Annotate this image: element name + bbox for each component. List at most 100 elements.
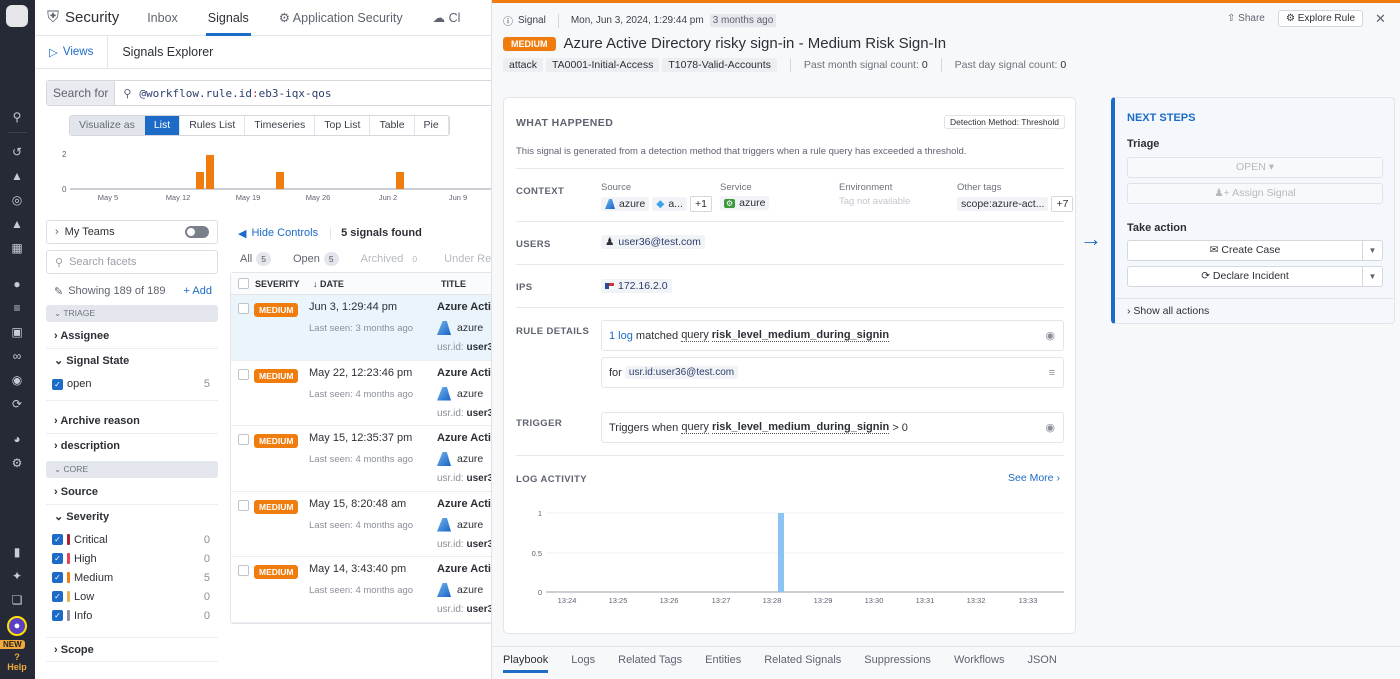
tab-inbox[interactable]: Inbox — [147, 10, 178, 25]
tag-chip[interactable]: T1078-Valid-Accounts — [662, 58, 777, 72]
hide-controls-button[interactable]: ◀ Hide Controls — [238, 227, 318, 240]
checkbox-checked[interactable]: ✓ — [52, 572, 63, 583]
tab-related-signals[interactable]: Related Signals — [764, 654, 842, 666]
add-facet-button[interactable]: + Add — [183, 285, 212, 297]
service-chip[interactable]: ⚙ azure — [720, 196, 770, 210]
signals-histogram[interactable]: 2 0 May 5 May 12 May 19 May 26 Jun 2 Jun… — [35, 140, 495, 210]
tab-signals[interactable]: Signals — [205, 0, 251, 36]
synthetics-icon[interactable]: ◕ — [13, 432, 21, 446]
row-checkbox[interactable] — [238, 434, 249, 445]
filter-chip[interactable]: usr.id:user36@test.com — [624, 366, 739, 379]
eye-icon[interactable]: ◉ — [1045, 330, 1055, 342]
tab-all[interactable]: All 5 — [240, 252, 271, 266]
infrastructure-icon[interactable]: ▦ — [11, 241, 23, 255]
assign-signal-button[interactable]: ♟+ Assign Signal — [1127, 183, 1383, 204]
viz-table-button[interactable]: Table — [370, 116, 415, 135]
ip-chip[interactable]: 172.16.2.0 — [601, 279, 672, 293]
declare-incident-button[interactable]: ⟳ Declare Incident ▼ — [1127, 266, 1383, 287]
integrations-icon[interactable]: ▮ — [13, 545, 21, 559]
col-severity[interactable]: SEVERITY — [255, 278, 300, 289]
my-teams-toggle[interactable] — [185, 226, 209, 238]
pipelines-icon[interactable]: ▣ — [11, 325, 23, 339]
caret-down-icon[interactable]: ▼ — [1362, 241, 1382, 260]
my-teams-filter[interactable]: › My Teams — [46, 220, 218, 244]
network-icon[interactable]: ∞ — [12, 349, 22, 363]
security-icon[interactable]: ◉ — [11, 373, 23, 387]
windows-icon[interactable]: ❏ — [11, 593, 23, 607]
status-dropdown[interactable]: OPEN ▾ — [1127, 157, 1383, 178]
select-all-checkbox[interactable] — [238, 278, 249, 289]
views-button[interactable]: ▷ Views — [35, 35, 109, 69]
viz-pie-button[interactable]: Pie — [415, 116, 449, 135]
checkbox-checked[interactable]: ✓ — [52, 610, 63, 621]
create-case-main[interactable]: ✉ Create Case — [1128, 241, 1362, 260]
tab-workflows[interactable]: Workflows — [953, 654, 1005, 666]
checkbox-checked[interactable]: ✓ — [52, 553, 63, 564]
severity-info[interactable]: ✓ Info 0 — [46, 606, 218, 625]
logs-link[interactable]: 1 log — [609, 329, 633, 342]
group-triage[interactable]: ⌄ TRIAGE — [46, 305, 218, 322]
datadog-logo-icon[interactable] — [6, 5, 28, 27]
viz-top-list-button[interactable]: Top List — [315, 116, 371, 135]
rum-icon[interactable]: ⟳ — [11, 397, 23, 411]
facet-archive-reason[interactable]: › Archive reason — [46, 409, 218, 434]
viz-list-button[interactable]: List — [144, 116, 181, 135]
source-chip-azure[interactable]: azure — [601, 197, 650, 211]
facet-description[interactable]: › description — [54, 440, 121, 452]
user-chip[interactable]: ♟ user36@test.com — [601, 235, 705, 249]
table-row[interactable]: MEDIUM May 14, 3:43:40 pm Last seen: 4 mon… — [231, 557, 495, 623]
accessibility-icon[interactable]: ● — [7, 616, 27, 636]
search-icon[interactable]: ⚲ — [12, 110, 22, 124]
facet-scope[interactable]: › Scope — [46, 637, 218, 662]
see-more-link[interactable]: See More › — [1008, 472, 1060, 484]
tab-archived[interactable]: Archived 0 — [361, 252, 423, 266]
history-icon[interactable]: ↺ — [11, 145, 23, 159]
facet-assignee[interactable]: › Assignee — [46, 324, 218, 349]
tab-related-tags[interactable]: Related Tags — [618, 654, 683, 666]
row-checkbox[interactable] — [238, 499, 249, 511]
tab-under-review[interactable]: Under Re — [444, 253, 492, 265]
search-query[interactable]: @workflow.rule.id:eb3-iqx-qos — [139, 87, 331, 100]
tab-json[interactable]: JSON — [1027, 654, 1057, 666]
share-button[interactable]: ⇧ Share — [1227, 13, 1265, 24]
tag-chip[interactable]: attack — [503, 58, 544, 72]
viz-rules-list-button[interactable]: Rules List — [180, 116, 246, 135]
show-all-actions[interactable]: › Show all actions — [1115, 298, 1395, 317]
tag-chip[interactable]: TA0001-Initial-Access — [546, 58, 660, 72]
col-title[interactable]: TITLE — [441, 278, 466, 289]
facet-signal-state[interactable]: ⌄ Signal State — [54, 355, 130, 367]
severity-critical[interactable]: ✓ Critical 0 — [46, 530, 218, 549]
facet-severity[interactable]: ⌄ Severity — [54, 511, 110, 523]
facet-source[interactable]: › Source — [46, 480, 218, 505]
table-row[interactable]: MEDIUM Jun 3, 1:29:44 pm Last seen: 3 mont… — [231, 295, 495, 361]
declare-incident-main[interactable]: ⟳ Declare Incident — [1128, 267, 1362, 286]
severity-medium[interactable]: ✓ Medium 5 — [46, 568, 218, 587]
tab-application-security[interactable]: ⚙ Application Security — [278, 10, 403, 25]
tab-entities[interactable]: Entities — [705, 654, 742, 666]
apm-icon[interactable]: ● — [13, 277, 21, 291]
viz-timeseries-button[interactable]: Timeseries — [245, 116, 316, 135]
row-checkbox[interactable] — [238, 303, 249, 314]
binoculars-icon[interactable]: ▲ — [11, 217, 23, 231]
other-tag-chip[interactable]: scope:azure-act... — [957, 197, 1049, 211]
checkbox-checked[interactable]: ✓ — [52, 534, 63, 545]
tab-playbook[interactable]: Playbook — [503, 646, 549, 673]
tab-logs[interactable]: Logs — [571, 654, 596, 666]
facet-value-open[interactable]: ✓ open 5 — [46, 374, 218, 401]
group-core[interactable]: ⌄ CORE — [46, 461, 218, 478]
row-checkbox[interactable] — [238, 368, 249, 380]
severity-low[interactable]: ✓ Low 0 — [46, 587, 218, 606]
row-checkbox[interactable] — [238, 565, 249, 576]
close-icon[interactable]: ✕ — [1375, 11, 1386, 26]
watchdog-icon[interactable]: ◎ — [11, 193, 23, 207]
help-button[interactable]: ? Help — [4, 652, 30, 672]
other-tags-more-button[interactable]: +7 — [1051, 196, 1074, 212]
severity-high[interactable]: ✓ High 0 — [46, 549, 218, 568]
source-more-button[interactable]: +1 — [689, 196, 712, 212]
explore-rule-button[interactable]: ⚙ Explore Rule — [1278, 10, 1364, 27]
table-row[interactable]: MEDIUM May 22, 12:23:46 pm Last seen: 4 mo… — [231, 361, 495, 426]
source-chip-secondary[interactable]: ◆ a... — [652, 197, 687, 211]
create-case-button[interactable]: ✉ Create Case ▼ — [1127, 240, 1383, 261]
tab-suppressions[interactable]: Suppressions — [864, 654, 931, 666]
logs-icon[interactable]: ≡ — [13, 301, 21, 315]
